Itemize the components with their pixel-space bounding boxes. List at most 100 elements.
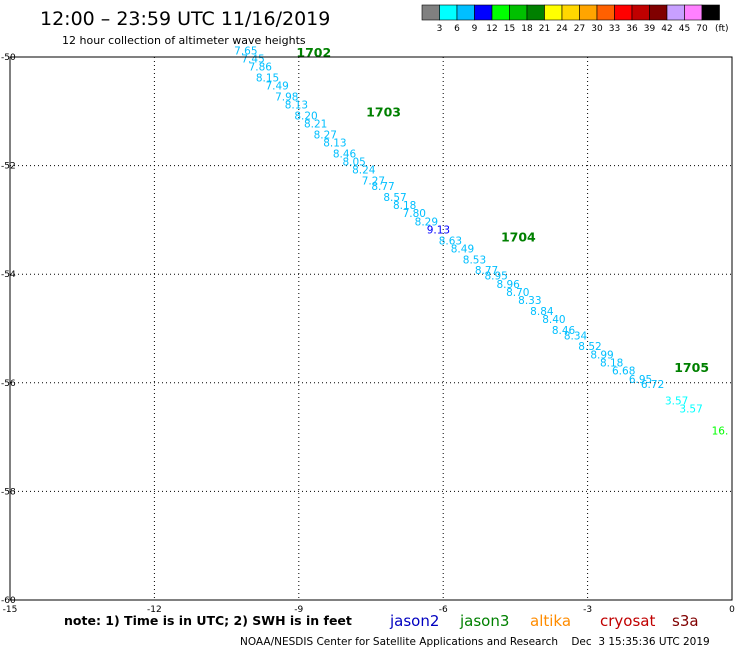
- pass-label: 1705: [674, 360, 709, 375]
- data-points: 7.657.457.868.157.497.988.138.208.218.27…: [234, 45, 728, 437]
- x-tick-label: -9: [294, 605, 303, 615]
- colorbar-label: 27: [574, 24, 585, 34]
- wave-height-point: 8.70: [506, 287, 529, 299]
- wave-height-point: 8.46: [333, 148, 357, 160]
- colorbar-swatch: [649, 4, 668, 21]
- x-tick-label: -3: [583, 605, 592, 615]
- pass-label: 1704: [501, 230, 536, 245]
- pass-label: 1702: [296, 45, 331, 60]
- colorbar-swatch: [666, 4, 685, 21]
- x-tick-label: -6: [439, 605, 448, 615]
- pass-labels: 1702 1703 1704 1705: [296, 45, 709, 375]
- wave-height-point: 8.63: [439, 235, 462, 247]
- colorbar-swatch: [439, 4, 458, 21]
- colorbar-swatch: [491, 4, 510, 21]
- wave-height-point: 8.27: [314, 129, 337, 141]
- colorbar-swatch: [614, 4, 633, 21]
- colorbar-label: 24: [556, 24, 568, 34]
- wave-height-point: 8.21: [304, 119, 327, 131]
- wave-height-point: 7.45: [241, 53, 264, 65]
- y-tick-label: -52: [1, 162, 16, 172]
- wave-height-point: 8.15: [256, 72, 279, 84]
- wave-height-point: 8.77: [475, 265, 498, 277]
- pass-label: 1703: [366, 105, 401, 120]
- colorbar-label: 18: [521, 24, 533, 34]
- y-tick-label: -58: [1, 487, 16, 497]
- colorbar-swatch: [561, 4, 580, 21]
- wave-height-point: 7.49: [265, 81, 288, 93]
- plot-frame: [9, 56, 733, 601]
- wave-height-point: 8.05: [342, 157, 365, 169]
- wave-height-point: 9.13: [427, 224, 450, 236]
- footer-credit: NOAA/NESDIS Center for Satellite Applica…: [240, 636, 710, 648]
- colorbar-label: 9: [472, 24, 478, 34]
- wave-height-point: 8.34: [564, 330, 588, 342]
- wave-height-point: 8.49: [451, 243, 474, 255]
- satellite-legend-entry: cryosat: [600, 612, 655, 630]
- wave-height-point: 8.57: [383, 192, 406, 204]
- wave-height-point: 8.52: [578, 341, 601, 353]
- wave-height-point: 8.84: [530, 306, 554, 318]
- wave-height-point: 8.33: [518, 295, 541, 307]
- colorbar-label: 6: [454, 24, 460, 34]
- wave-height-point: 7.80: [403, 208, 426, 220]
- chart-title: 12:00 – 23:59 UTC 11/16/2019: [40, 8, 330, 30]
- satellite-legend-entry: jason2: [389, 612, 439, 630]
- wave-height-point: 8.29: [415, 216, 438, 228]
- colorbar-swatch: [474, 4, 493, 21]
- wave-height-point: 6.68: [612, 366, 635, 378]
- wave-height-point: 8.95: [484, 271, 507, 283]
- x-tick-label: -15: [3, 605, 18, 615]
- colorbar-swatch: [684, 4, 703, 21]
- colorbar-swatch: [544, 4, 563, 21]
- note-text: note: 1) Time is in UTC; 2) SWH is in fe…: [64, 613, 352, 628]
- y-tick-label: -54: [1, 270, 16, 280]
- colorbar-label: 39: [644, 24, 656, 34]
- wave-height-point: 8.77: [371, 181, 394, 193]
- colorbar-label: 3: [437, 24, 443, 34]
- wave-height-point: 8.13: [323, 138, 346, 150]
- colorbar-swatch: [509, 4, 528, 21]
- wave-height-point: 7.86: [249, 62, 273, 74]
- colorbar-swatch: [526, 4, 545, 21]
- axis-ticks: -15 -12 -9 -6 -3 0 -50 -52 -54 -56 -58 -60: [1, 53, 735, 615]
- colorbar-swatch: [596, 4, 615, 21]
- wave-height-point: 6.95: [629, 374, 652, 386]
- wave-height-point: 8.53: [463, 254, 486, 266]
- colorbar: 3 6 9 12 15 18 21 24 27 30 33 36 39 42 45 70 (ft): [421, 4, 729, 34]
- y-tick-label: -60: [1, 596, 16, 606]
- wave-height-point: 3.57: [665, 396, 688, 408]
- wave-height-point: 8.40: [542, 314, 565, 326]
- colorbar-label: 45: [679, 24, 690, 34]
- colorbar-label: 42: [661, 24, 672, 34]
- satellite-legend: jason2 jason3 altika cryosat s3a: [389, 612, 699, 630]
- chart-subtitle: 12 hour collection of altimeter wave hei…: [62, 34, 306, 47]
- gridlines: [10, 57, 732, 600]
- satellite-legend-entry: altika: [530, 612, 571, 630]
- colorbar-unit: (ft): [715, 24, 729, 34]
- wave-height-point: 7.27: [362, 176, 385, 188]
- wave-height-point: 7.65: [234, 45, 257, 57]
- colorbar-label: 30: [591, 24, 603, 34]
- colorbar-label: 33: [609, 24, 620, 34]
- wave-height-point: 16.: [712, 425, 729, 437]
- x-tick-label: 0: [729, 605, 735, 615]
- colorbar-swatch: [421, 4, 440, 21]
- colorbar-label: 15: [504, 24, 515, 34]
- wave-height-point: 8.13: [285, 100, 308, 112]
- y-tick-label: -50: [1, 53, 16, 63]
- y-tick-label: -56: [1, 379, 16, 389]
- colorbar-swatch: [456, 4, 475, 21]
- satellite-legend-entry: s3a: [672, 612, 699, 630]
- colorbar-label: 12: [486, 24, 497, 34]
- colorbar-swatch: [701, 4, 720, 21]
- wave-height-point: 8.99: [590, 349, 613, 361]
- wave-height-point: 8.46: [552, 325, 576, 337]
- colorbar-swatch: [631, 4, 650, 21]
- wave-height-point: 8.18: [393, 200, 416, 212]
- wave-height-point: 8.20: [294, 110, 317, 122]
- colorbar-label: 36: [626, 24, 638, 34]
- colorbar-label: 70: [696, 24, 708, 34]
- satellite-legend-entry: jason3: [459, 612, 509, 630]
